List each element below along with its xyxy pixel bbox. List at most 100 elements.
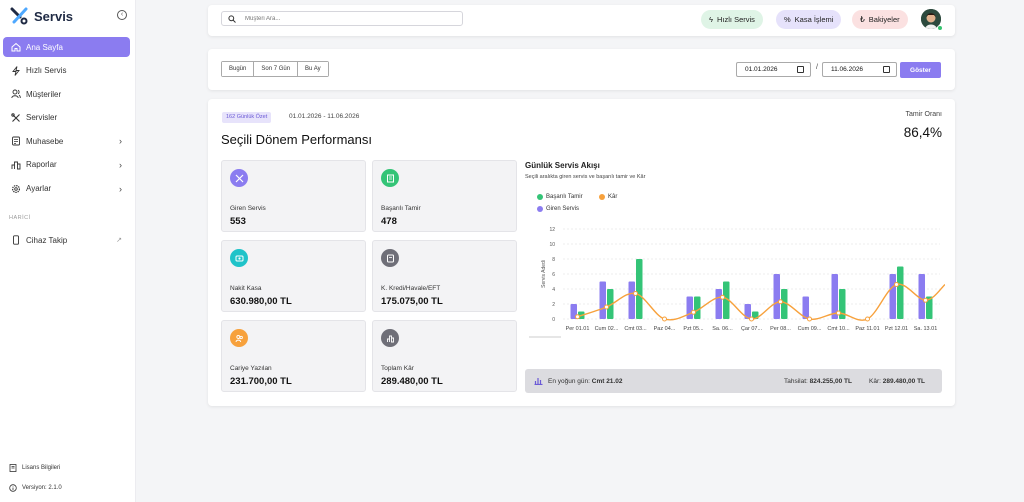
sidebar-item-device-tracking[interactable]: Cihaz Takip ↗	[3, 230, 130, 250]
y-tick-label: 10	[549, 242, 555, 248]
y-tick-label: 2	[552, 302, 555, 308]
online-status-dot	[937, 25, 943, 31]
y-tick-label: 12	[549, 227, 555, 233]
legend-label: Giren Servis	[546, 206, 580, 212]
search-input[interactable]	[245, 15, 445, 22]
page-title: Seçili Dönem Performansı	[221, 132, 372, 147]
y-tick-label: 0	[552, 317, 555, 323]
quick-range-group: Bugün Son 7 Gün Bu Ay	[221, 61, 329, 77]
end-date-input[interactable]: 11.06.2026	[822, 62, 897, 77]
profit-point	[807, 316, 812, 322]
people-icon	[230, 329, 248, 347]
chart-subtitle: Seçili aralıkta giren servis ve başarılı…	[525, 174, 646, 180]
balances-button[interactable]: ₺ Bakiyeler	[852, 10, 908, 29]
cash-operation-button[interactable]: % Kasa İşlemi	[776, 10, 842, 29]
wrench-icon	[230, 169, 248, 187]
x-tick-label: Cum 09...	[798, 326, 822, 332]
sidebar-item-quick-service[interactable]: Hızlı Servis	[3, 61, 130, 81]
bar-repaired	[694, 296, 701, 319]
profit-point	[662, 316, 667, 322]
profit-point	[575, 314, 580, 320]
bar-repaired	[781, 289, 788, 319]
legend-incoming[interactable]: Giren Servis	[537, 206, 579, 212]
date-separator: /	[816, 64, 818, 71]
wallet-icon	[12, 136, 20, 146]
gear-icon	[11, 184, 21, 193]
bar-chart-icon	[381, 329, 399, 347]
calendar-icon[interactable]	[883, 66, 890, 73]
bar-repaired	[897, 266, 904, 319]
balances-label: Bakiyeler	[868, 15, 900, 24]
sidebar-item-reports[interactable]: Raporlar ›	[3, 155, 130, 175]
sidebar-item-settings[interactable]: Ayarlar ›	[3, 179, 130, 199]
bar-incoming	[599, 281, 606, 319]
stat-label: Cariye Yazılan	[230, 365, 272, 372]
profit-point	[836, 310, 841, 316]
calendar-icon[interactable]	[797, 66, 804, 73]
bar-incoming	[744, 304, 751, 319]
stat-value: 630.980,00 TL	[230, 296, 292, 307]
version-label: Versiyon: 2.1.0	[22, 485, 62, 491]
avatar-image-icon	[921, 9, 941, 29]
sidebar-item-customers[interactable]: Müşteriler	[3, 84, 130, 104]
sidebar-item-label: Ana Sayfa	[26, 42, 63, 52]
sidebar-item-accounting[interactable]: Muhasebe ›	[3, 131, 130, 151]
tools-logo-icon	[10, 7, 28, 25]
sidebar-item-label: Cihaz Takip	[26, 235, 68, 245]
start-date-input[interactable]: 01.01.2026	[736, 62, 811, 77]
bar-incoming	[918, 274, 925, 319]
card-icon	[381, 249, 399, 267]
stat-value: 553	[230, 216, 246, 227]
sidebar-item-home[interactable]: Ana Sayfa	[3, 37, 130, 57]
license-label: Lisans Bilgileri	[22, 465, 61, 471]
profit-point	[633, 291, 638, 296]
stat-card-card-transfer: K. Kredi/Havale/EFT 175.075,00 TL	[372, 240, 517, 312]
bar-chart-icon	[534, 378, 543, 385]
x-tick-label: Paz 04...	[654, 326, 676, 332]
stat-value: 289.480,00 TL	[381, 376, 443, 387]
x-tick-label: Cmt 10...	[827, 326, 850, 332]
stat-value: 478	[381, 216, 397, 227]
legend-swatch	[537, 194, 543, 200]
end-date-value: 11.06.2026	[831, 66, 864, 73]
top-bar: ϟ Hızlı Servis % Kasa İşlemi ₺ Bakiyeler	[208, 5, 955, 36]
quick-service-button[interactable]: ϟ Hızlı Servis	[701, 10, 763, 29]
bar-repaired	[607, 289, 614, 319]
today-button[interactable]: Bugün	[222, 62, 255, 76]
bar-repaired	[723, 281, 730, 319]
legend-profit[interactable]: Kâr	[599, 194, 617, 200]
bolt-icon: ϟ	[709, 15, 713, 24]
bar-incoming	[831, 274, 838, 319]
this-month-button[interactable]: Bu Ay	[298, 62, 328, 76]
stat-label: Giren Servis	[230, 205, 266, 212]
y-tick-label: 8	[552, 257, 555, 263]
stat-card-credit: Cariye Yazılan 231.700,00 TL	[221, 320, 366, 392]
legend-swatch	[599, 194, 605, 200]
x-tick-label: Cum 02...	[595, 326, 619, 332]
y-axis-label: Servis Adedi	[541, 260, 547, 288]
bar-incoming	[889, 274, 896, 319]
search-box[interactable]	[221, 11, 463, 26]
stat-label: Başarılı Tamir	[381, 205, 421, 212]
x-tick-label: Sa. 13.01	[914, 326, 938, 332]
profit-point	[894, 282, 899, 287]
legend-repaired[interactable]: Başarılı Tamir	[537, 194, 583, 200]
brand[interactable]: Servis	[9, 7, 73, 25]
bar-repaired	[926, 296, 933, 319]
license-icon	[9, 464, 17, 472]
chart-title: Günlük Servis Akışı	[525, 161, 600, 170]
legend-label: Başarılı Tamir	[546, 194, 583, 200]
x-tick-label: Çar 07...	[741, 326, 763, 332]
repair-rate-value: 86,4%	[903, 125, 942, 140]
last-7-days-button[interactable]: Son 7 Gün	[254, 62, 299, 76]
license-link[interactable]: Lisans Bilgileri	[9, 464, 60, 472]
x-tick-label: Sa. 06...	[712, 326, 733, 332]
avatar[interactable]	[921, 9, 941, 29]
lira-icon: ₺	[860, 15, 865, 24]
show-button[interactable]: Göster	[900, 62, 941, 78]
filter-bar: Bugün Son 7 Gün Bu Ay 01.01.2026 / 11.06…	[208, 49, 955, 90]
sidebar-item-services[interactable]: Servisler	[3, 108, 130, 128]
profit-point	[923, 297, 928, 303]
income-label: Tahsilat:	[784, 378, 808, 385]
collapse-sidebar-icon[interactable]: ‹	[117, 10, 127, 20]
